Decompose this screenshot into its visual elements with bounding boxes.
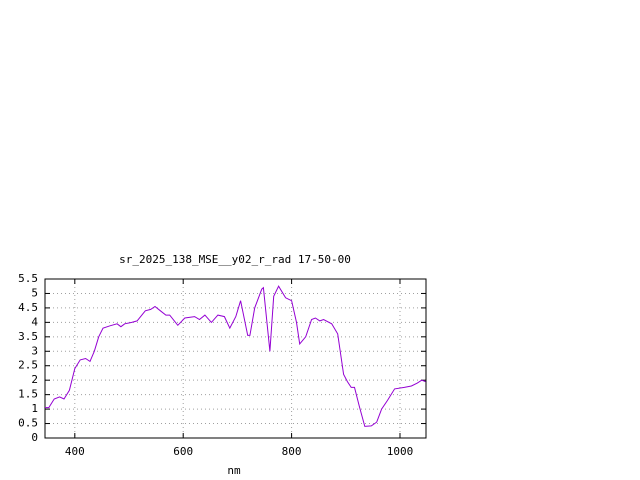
y-tick-label: 1.5 <box>18 388 38 401</box>
plot-border <box>44 278 427 439</box>
x-tick-label: 400 <box>65 445 85 458</box>
y-tick-label: 1 <box>31 402 38 415</box>
x-tick-label: 800 <box>282 445 302 458</box>
y-tick-label: 0.5 <box>18 417 38 430</box>
y-tick-label: 2.5 <box>18 359 38 372</box>
y-tick-label: 4.5 <box>18 301 38 314</box>
y-tick-label: 0 <box>31 431 38 444</box>
data-line <box>45 285 426 427</box>
y-tick-label: 3 <box>31 344 38 357</box>
y-tick-label: 5.5 <box>18 272 38 285</box>
y-tick-label: 3.5 <box>18 330 38 343</box>
chart-title: sr_2025_138_MSE__y02_r_rad 17-50-00 <box>119 253 351 266</box>
y-tick-label: 5 <box>31 286 38 299</box>
x-axis-label: nm <box>227 464 241 477</box>
x-tick-label: 1000 <box>387 445 414 458</box>
x-tick-label: 600 <box>173 445 193 458</box>
y-tick-label: 2 <box>31 373 38 386</box>
y-tick-label: 4 <box>31 315 38 328</box>
